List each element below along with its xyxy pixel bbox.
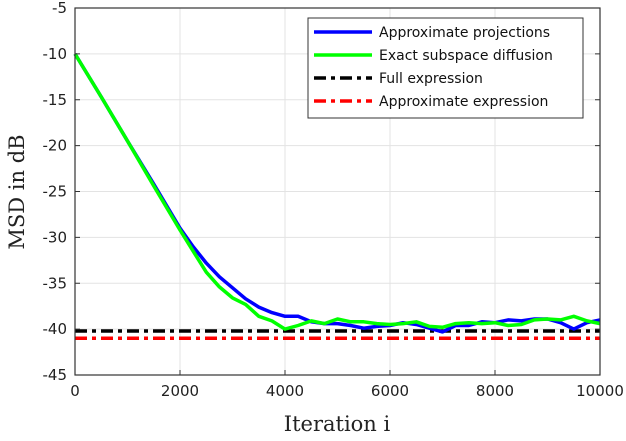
axes: 0 2000 4000 6000 8000 10000 -5 -10 -15 -20 -25 -30 -… (43, 0, 624, 400)
legend-label-1: Exact subspace diffusion (379, 48, 553, 64)
plot-frame (74, 7, 601, 376)
y-tick-label: -45 (43, 366, 68, 384)
legend-label-2: Full expression (379, 71, 483, 87)
y-tick-label: -40 (43, 320, 68, 338)
y-axis-label: MSD in dB (5, 134, 29, 249)
x-axis-label: Iteration i (284, 412, 391, 436)
legend-label-0: Approximate projections (379, 25, 550, 41)
y-tick-label: -30 (43, 228, 68, 246)
x-tick-label: 10000 (576, 382, 624, 400)
x-tick-label: 8000 (476, 382, 514, 400)
y-tick-label: -5 (52, 0, 67, 17)
y-tick-label: -25 (43, 183, 68, 201)
legend-label-3: Approximate expression (379, 94, 548, 110)
x-tick-label: 6000 (371, 382, 409, 400)
y-tick-label: -15 (43, 91, 68, 109)
y-tick-label: -10 (43, 45, 68, 63)
x-tick-label: 4000 (266, 382, 304, 400)
x-tick-label: 0 (70, 382, 80, 400)
series-line-0 (73, 52, 601, 334)
series-line-1 (73, 52, 601, 331)
legend: Approximate projections Exact subspace di… (307, 17, 584, 119)
y-tick-label: -35 (43, 274, 68, 292)
y-tick-label: -20 (43, 137, 68, 155)
series-group (73, 52, 601, 341)
legend-box (307, 17, 584, 119)
x-tick-label: 2000 (161, 382, 199, 400)
